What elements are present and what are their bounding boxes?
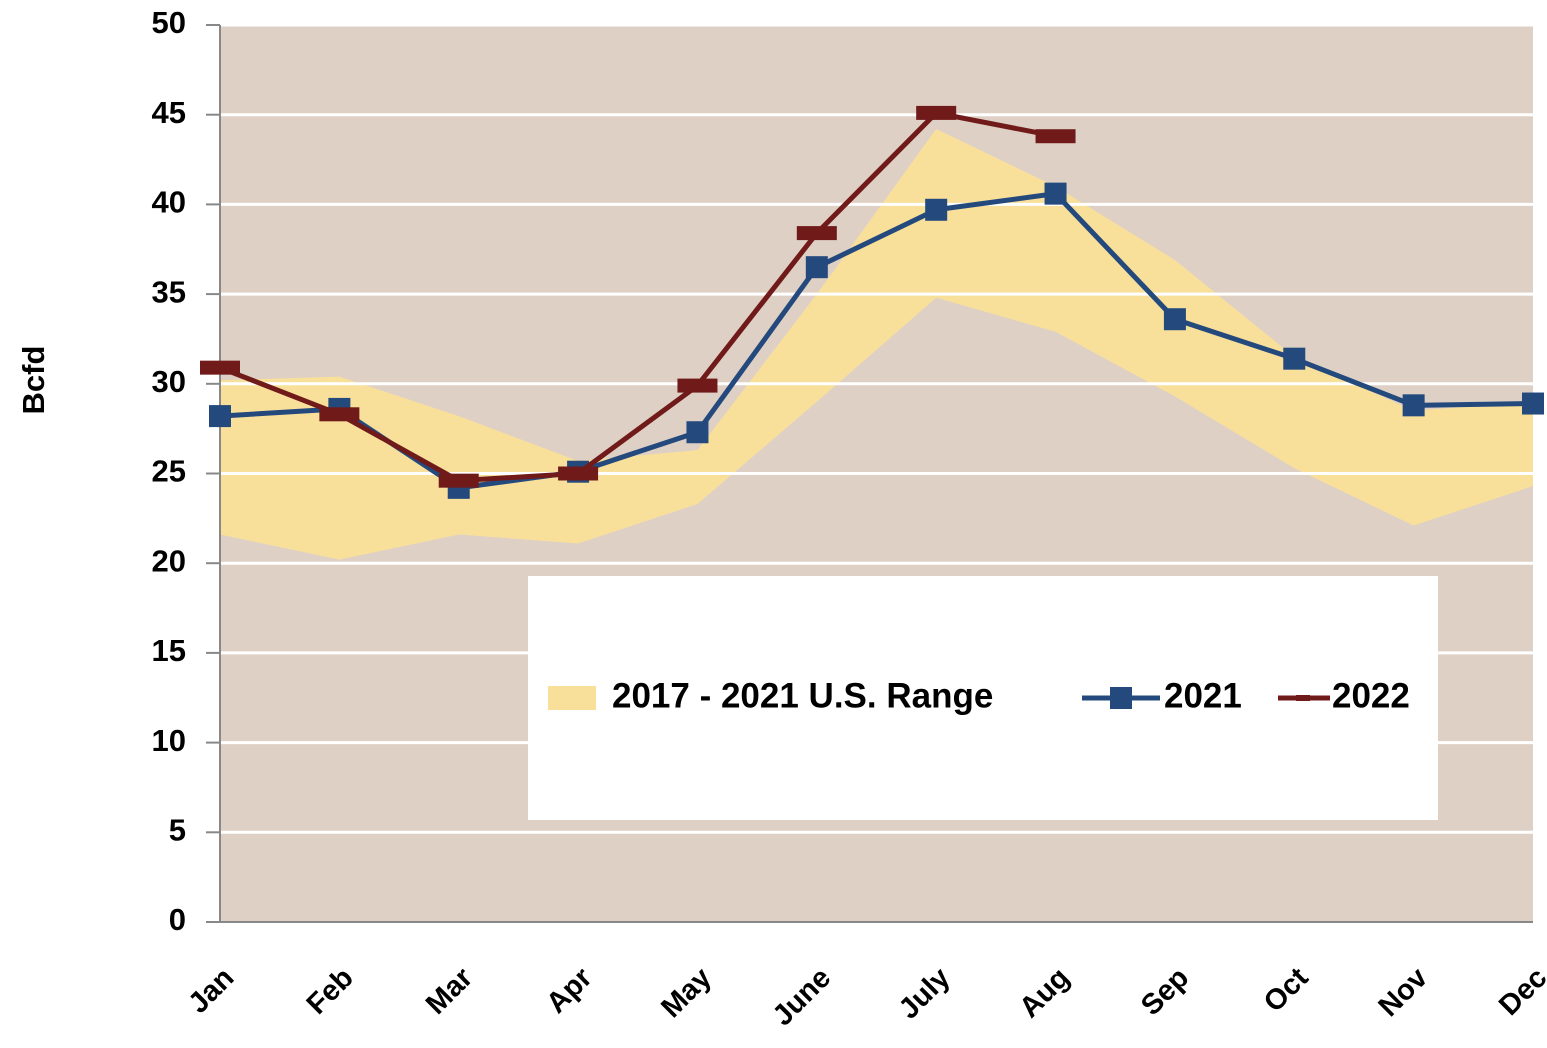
marker: [686, 421, 709, 444]
x-tick-label: Apr: [541, 962, 599, 1020]
y-axis-label: Bcfd: [16, 346, 51, 415]
x-tick-label: June: [767, 962, 837, 1032]
marker: [925, 198, 948, 221]
x-tick-label: Nov: [1373, 962, 1434, 1023]
y-tick-label: 25: [152, 454, 186, 489]
marker: [319, 407, 360, 422]
y-tick-label: 30: [152, 364, 186, 399]
marker: [558, 466, 599, 481]
range-band: [220, 129, 1533, 560]
series-line: [219, 110, 1057, 484]
y-tick-label: 40: [152, 185, 186, 220]
y-tick-label: 35: [152, 274, 186, 309]
legend-label: 2017 - 2021 U.S. Range: [612, 676, 993, 715]
x-tick-label: July: [893, 962, 957, 1026]
marker: [200, 360, 240, 375]
marker: [916, 105, 957, 120]
x-tick-label: Mar: [420, 962, 479, 1021]
marker: [1402, 394, 1425, 417]
marker: [1044, 182, 1067, 205]
legend-label: 2022: [1332, 676, 1410, 715]
marker: [438, 473, 479, 488]
x-tick-label: Oct: [1258, 961, 1315, 1018]
x-tick-label: Dec: [1493, 962, 1547, 1022]
x-tick-label: Aug: [1013, 962, 1075, 1024]
marker: [1522, 392, 1544, 415]
y-tick-label: 5: [169, 812, 186, 847]
y-tick-label: 0: [169, 902, 186, 937]
marker: [1283, 347, 1306, 370]
legend-marker: [1296, 695, 1310, 701]
legend-marker: [1110, 687, 1132, 709]
marker: [796, 226, 837, 241]
x-tick-label: Feb: [301, 962, 360, 1021]
legend-label: 2021: [1164, 676, 1242, 715]
y-tick-label: 50: [152, 5, 186, 40]
marker: [1163, 308, 1186, 331]
x-tick-label: Sep: [1135, 962, 1195, 1022]
y-tick-label: 15: [152, 633, 186, 668]
x-tick-label: Jan: [182, 962, 240, 1020]
y-tick-label: 20: [152, 543, 186, 578]
marker: [209, 405, 231, 428]
x-tick-label: May: [655, 962, 718, 1025]
marker: [677, 378, 718, 393]
marker: [805, 256, 828, 279]
y-tick-label: 45: [152, 95, 186, 130]
legend-swatch: [548, 686, 596, 710]
y-tick-label: 10: [152, 723, 186, 758]
marker: [1035, 129, 1076, 144]
